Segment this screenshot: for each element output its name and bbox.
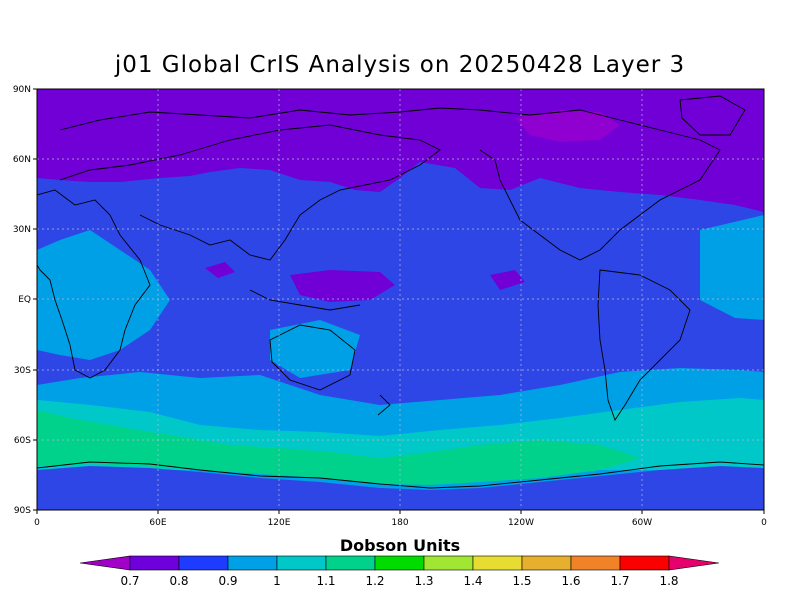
lon-label-0-east: 0 [761,518,767,528]
lat-label-eq: EQ [18,295,31,305]
lon-label-120w: 120W [508,518,534,528]
field-atlantic-high [700,215,764,320]
colorbar-level-label: 0.7 [120,574,139,588]
axis-ticks [33,88,765,514]
colorbar-swatch [570,555,621,571]
colorbar-swatch [227,555,278,571]
colorbar-level-label: 1.4 [463,574,482,588]
lat-label-60s: 60S [14,436,31,446]
colorbar-swatch [521,555,572,571]
colorbar-swatch [374,555,425,571]
colorbar-level-label: 0.8 [169,574,188,588]
field-polar-low [37,466,764,510]
colorbar-swatch [276,555,327,571]
coast-africa-europe [37,189,151,379]
lat-label-30n: 30N [13,225,31,235]
lat-label-90n: 90N [13,85,31,95]
field-tropical-low-2 [205,262,235,278]
colorbar-arrow-high [668,555,720,571]
coast-arctic-north [59,107,481,131]
colorbar-level-label: 1.2 [365,574,384,588]
colorbar-level-label: 1 [273,574,281,588]
colorbar-level-label: 1.1 [316,574,335,588]
field-south-band-3 [37,410,640,485]
map-title: j01 Global CrIS Analysis on 20250428 Lay… [114,52,686,78]
graticule [37,89,764,510]
field-tropical-low-3 [490,270,525,290]
field-australia-high [270,320,360,378]
lon-label-60e: 60E [149,518,166,528]
colorbar-level-label: 1.5 [512,574,531,588]
colorbar-swatch [619,555,670,571]
colorbar-swatch [423,555,474,571]
colorbar-level-label: 1.7 [610,574,629,588]
colorbar-arrow-low [79,555,131,571]
colorbar-swatch [178,555,229,571]
lon-label-60w: 60W [632,518,652,528]
colorbar-level-label: 0.9 [218,574,237,588]
coast-indonesia [249,289,361,311]
colorbar-level-label: 1.3 [414,574,433,588]
ozone-field [37,89,764,510]
colorbar: 0.7 0.8 0.9 1 1.1 1.2 1.3 1.4 1.5 1.6 1.7 1.8 [79,555,720,588]
field-siberia-min [515,110,620,142]
coast-australia [269,324,356,391]
lat-label-60n: 60N [13,155,31,165]
coast-greenland [679,95,746,136]
lon-label-120e: 120E [268,518,291,528]
colorbar-swatch [325,555,376,571]
lat-label-90s: 90S [14,506,31,516]
colorbar-title: Dobson Units [339,536,461,555]
field-africa-high [37,230,170,360]
lon-labels: 0 60E 120E 180 120W 60W 0 [34,518,767,528]
coast-eurasia [59,124,441,261]
lon-label-0-west: 0 [34,518,40,528]
lat-labels: 90N 60N 30N EQ 30S 60S 90S [13,85,31,516]
coast-south-america [597,269,691,422]
lon-label-180: 180 [391,518,408,528]
coast-new-zealand [377,394,391,416]
colorbar-swatch [129,555,180,571]
coast-north-america [479,109,721,261]
lat-label-30s: 30S [14,366,31,376]
field-tropical-low-1 [290,270,395,302]
colorbar-swatch [472,555,523,571]
colorbar-level-label: 1.8 [659,574,678,588]
colorbar-level-label: 1.6 [561,574,580,588]
